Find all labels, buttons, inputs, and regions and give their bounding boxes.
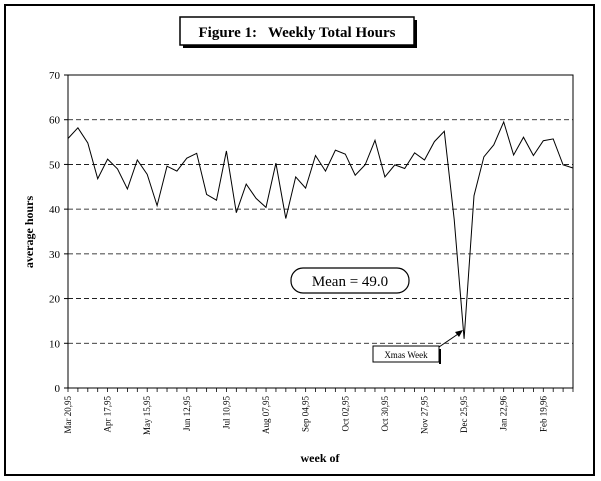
chart-title: Figure 1: Weekly Total Hours	[199, 25, 396, 41]
x-tick-label: Oct 30,95	[380, 396, 390, 432]
x-tick-label: May 15,95	[142, 396, 152, 435]
y-tick-label: 0	[55, 383, 61, 395]
xmas-annotation-shadow	[439, 349, 441, 364]
x-tick-label: Mar 20,95	[63, 396, 73, 434]
title-box-shadow	[414, 20, 417, 48]
series-line-layer	[67, 120, 574, 339]
x-tick-label: Nov 27,95	[419, 396, 429, 434]
x-tick-label: Apr 17,95	[103, 396, 113, 433]
x-tick-label: Jan 22,96	[499, 396, 509, 431]
mean-annotation-box	[290, 267, 410, 294]
x-tick-label: Dec 25,95	[459, 396, 469, 433]
y-tick-label: 50	[49, 159, 61, 171]
y-tick-label: 20	[49, 294, 61, 306]
x-tick-label: Jul 10,95	[221, 396, 231, 430]
x-tick-label: Feb 19,96	[538, 396, 548, 433]
plot-area	[67, 74, 574, 389]
x-tick-label: Oct 02,95	[340, 396, 350, 432]
x-tick-label: Aug 07,95	[261, 396, 271, 434]
x-tick-label: Sep 04,95	[301, 396, 311, 433]
y-axis-ticks: 0 10 20 30 40 50 60 70	[49, 70, 68, 395]
y-tick-label: 60	[49, 115, 61, 127]
y-tick-label: 70	[49, 70, 61, 82]
x-axis-ticks: Mar 20,95 Apr 17,95 May 15,95 Jun 12,95 Jul …	[63, 388, 574, 435]
y-tick-label: 10	[49, 338, 61, 350]
xmas-arrow-head	[455, 330, 463, 337]
xmas-annotation: Xmas Week	[384, 350, 428, 360]
y-tick-label: 30	[49, 249, 61, 261]
x-axis-label: week of	[301, 451, 341, 465]
gridlines	[68, 119, 573, 344]
series-line	[67, 120, 574, 339]
y-tick-label: 40	[49, 204, 61, 216]
mean-annotation: Mean = 49.0	[312, 274, 388, 290]
y-axis-label: average hours	[22, 196, 36, 269]
title-box	[179, 16, 415, 46]
x-tick-label: Jun 12,95	[182, 396, 192, 432]
title-box-shadow-bottom	[183, 45, 417, 48]
